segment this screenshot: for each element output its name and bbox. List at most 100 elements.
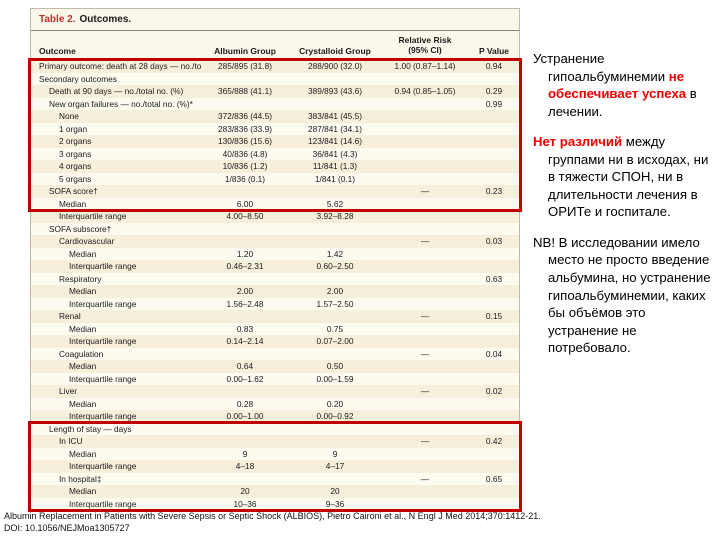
- cell-p-value: 0.63: [485, 273, 503, 284]
- cell-crystalloid: 1.42: [326, 248, 344, 259]
- cell-p-value: 0.15: [485, 311, 503, 322]
- column-header-crystalloid-group: Crystalloid Group: [299, 46, 371, 56]
- cell-p-value: 0.94: [485, 61, 503, 72]
- cell-albumin: 283/836 (33.9): [218, 123, 272, 134]
- cell-outcome: Interquartile range: [59, 211, 127, 222]
- outcomes-table: Table 2. Outcomes. Outcome Albumin Group…: [28, 8, 522, 512]
- cell-p-value: 0.65: [485, 473, 503, 484]
- table-row: 5 organs 1/836 (0.1) 1/841 (0.1): [31, 172, 519, 185]
- cell-crystalloid: 0.07–2.00: [316, 336, 354, 347]
- note-emphasis-text: Нет различий: [533, 134, 623, 150]
- cell-albumin: 10/836 (1.2): [222, 161, 268, 172]
- table-row: Interquartile range 0.00–1.62 0.00–1.59: [31, 372, 519, 385]
- cell-albumin: 6.00: [236, 198, 254, 209]
- cell-relative-risk: —: [420, 473, 430, 484]
- cell-relative-risk: —: [420, 186, 430, 197]
- table-title: Table 2. Outcomes.: [31, 9, 519, 31]
- citation-line-2: DOI: 10.1056/NEJMoa1305727: [4, 522, 130, 533]
- cell-outcome: Interquartile range: [69, 498, 137, 509]
- table-row: Median 1.20 1.42: [31, 247, 519, 260]
- note-text: Устранение гипоальбуминемии: [533, 51, 669, 84]
- table-row: None 372/836 (44.5) 383/841 (45.5): [31, 110, 519, 123]
- table-row: Interquartile range 0.14–2.14 0.07–2.00: [31, 335, 519, 348]
- cell-outcome: Median: [69, 248, 97, 259]
- cell-outcome: Primary outcome: death at 28 days — no./…: [39, 61, 201, 72]
- cell-outcome: Coagulation: [59, 348, 104, 359]
- table-row: Median 20 20: [31, 485, 519, 498]
- column-header-p-value: P Value: [478, 46, 510, 56]
- cell-relative-risk: —: [420, 236, 430, 247]
- cell-albumin: 20: [240, 486, 250, 497]
- cell-outcome: Length of stay — days: [49, 423, 132, 434]
- table-row: Primary outcome: death at 28 days — no./…: [31, 60, 519, 73]
- table-row: New organ failures — no./total no. (%)* 0…: [31, 97, 519, 110]
- table-row: 4 organs 10/836 (1.2) 11/841 (1.3): [31, 160, 519, 173]
- cell-outcome: Secondary outcomes: [39, 73, 117, 84]
- table-row: Liver — 0.02: [31, 385, 519, 398]
- cell-outcome: Interquartile range: [69, 373, 137, 384]
- cell-crystalloid: 11/841 (1.3): [312, 161, 358, 172]
- cell-outcome: Interquartile range: [69, 461, 137, 472]
- cell-p-value: 0.29: [485, 86, 503, 97]
- cell-outcome: Interquartile range: [69, 298, 137, 309]
- cell-p-value: 0.04: [485, 348, 503, 359]
- cell-crystalloid: 20: [330, 486, 340, 497]
- cell-crystalloid: 4–17: [325, 461, 345, 472]
- cell-outcome: In hospital‡: [59, 473, 102, 484]
- cell-p-value: 0.02: [485, 386, 503, 397]
- cell-outcome: 3 organs: [59, 148, 92, 159]
- cell-outcome: None: [59, 111, 79, 122]
- cell-outcome: Interquartile range: [69, 336, 137, 347]
- cell-albumin: 0.83: [236, 323, 254, 334]
- cell-p-value: 0.23: [485, 186, 503, 197]
- cell-albumin: 40/836 (4.8): [222, 148, 268, 159]
- table-row: Cardiovascular — 0.03: [31, 235, 519, 248]
- cell-outcome: Median: [69, 448, 97, 459]
- cell-outcome: New organ failures — no./total no. (%)*: [49, 98, 193, 109]
- cell-outcome: Cardiovascular: [59, 236, 115, 247]
- cell-crystalloid: 123/841 (14.6): [308, 136, 362, 147]
- cell-crystalloid: 9–36: [325, 498, 345, 509]
- table-row: Length of stay — days: [31, 422, 519, 435]
- cell-outcome: 5 organs: [59, 173, 92, 184]
- table-row: Death at 90 days — no./total no. (%) 365/…: [31, 85, 519, 98]
- table-row: Interquartile range 4–18 4–17: [31, 460, 519, 473]
- cell-albumin: 2.00: [236, 286, 254, 297]
- cell-outcome: Liver: [59, 386, 77, 397]
- cell-albumin: 0.00–1.00: [226, 411, 264, 422]
- cell-albumin: 0.28: [236, 398, 254, 409]
- cell-crystalloid: 389/893 (43.6): [308, 86, 362, 97]
- cell-albumin: 365/888 (41.1): [218, 86, 272, 97]
- table-row: Median 9 9: [31, 447, 519, 460]
- cell-relative-risk: —: [420, 436, 430, 447]
- cell-albumin: 0.64: [236, 361, 254, 372]
- table-row: Interquartile range 4.00–8.50 3.92–8.28: [31, 210, 519, 223]
- cell-crystalloid: 5.62: [326, 198, 344, 209]
- table-row: 2 organs 130/836 (15.6) 123/841 (14.6): [31, 135, 519, 148]
- table-row: Median 2.00 2.00: [31, 285, 519, 298]
- table-row: Interquartile range 10–36 9–36: [31, 497, 519, 510]
- cell-crystalloid: 288/900 (32.0): [308, 61, 362, 72]
- cell-outcome: In ICU: [59, 436, 83, 447]
- column-header-relative-risk: Relative Risk (95% CI): [398, 35, 452, 56]
- cell-albumin: 4.00–8.50: [226, 211, 264, 222]
- citation-line-1: Albumin Replacement in Patients with Sev…: [4, 511, 541, 521]
- note-paragraph: Нет различий между группами ни в исходах…: [533, 133, 713, 221]
- cell-outcome: Median: [59, 198, 87, 209]
- cell-crystalloid: 0.60–2.50: [316, 261, 354, 272]
- cell-outcome: Median: [69, 286, 97, 297]
- table-row: 1 organ 283/836 (33.9) 287/841 (34.1): [31, 122, 519, 135]
- cell-crystalloid: 2.00: [326, 286, 344, 297]
- cell-albumin: 1.56–2.48: [226, 298, 264, 309]
- cell-crystalloid: 1.57–2.50: [316, 298, 354, 309]
- table-title-text: Outcomes.: [79, 14, 132, 25]
- cell-p-value: 0.42: [485, 436, 503, 447]
- note-text: между группами ни в исходах, ни в тяжест…: [548, 134, 709, 220]
- cell-crystalloid: 0.75: [326, 323, 344, 334]
- cell-outcome: Interquartile range: [69, 261, 137, 272]
- note-text: в лечении.: [548, 86, 697, 119]
- table-row: Respiratory 0.63: [31, 272, 519, 285]
- cell-outcome: Median: [69, 323, 97, 334]
- cell-crystalloid: 383/841 (45.5): [308, 111, 362, 122]
